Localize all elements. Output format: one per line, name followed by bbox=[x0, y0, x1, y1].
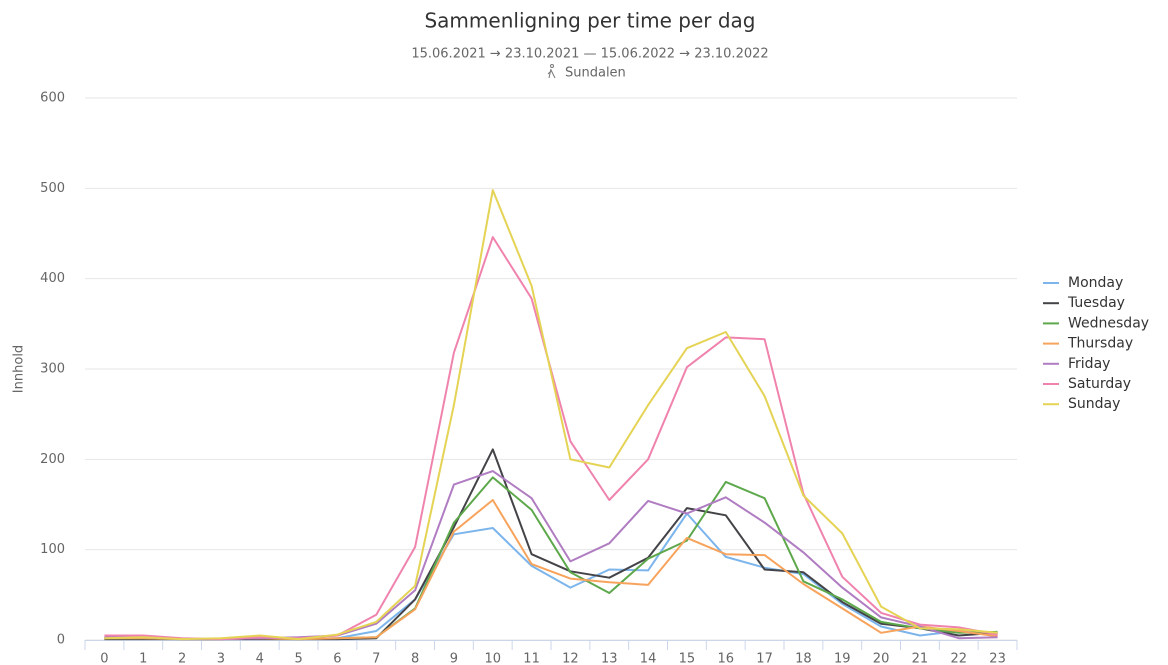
series-line bbox=[104, 499, 998, 641]
y-tick-label: 100 bbox=[40, 542, 65, 557]
series-line bbox=[104, 236, 998, 641]
y-tick-label: 0 bbox=[57, 633, 65, 648]
chart-location: Sundalen bbox=[565, 66, 626, 81]
legend-label: Tuesday bbox=[1067, 295, 1125, 311]
chart-subtitle: 15.06.2021 → 23.10.2021 — 15.06.2022 → 2… bbox=[411, 47, 768, 62]
x-tick-label: 13 bbox=[601, 652, 618, 665]
legend-label: Saturday bbox=[1068, 376, 1131, 392]
x-tick-label: 22 bbox=[950, 652, 967, 665]
y-tick-label: 300 bbox=[40, 362, 65, 377]
hiker-icon bbox=[547, 64, 556, 79]
x-tick-label: 9 bbox=[450, 652, 458, 665]
x-tick-label: 4 bbox=[256, 652, 264, 665]
x-tick-label: 19 bbox=[834, 652, 851, 665]
x-tick-label: 10 bbox=[484, 652, 501, 665]
legend-label: Monday bbox=[1068, 275, 1123, 291]
x-tick-label: 15 bbox=[679, 652, 696, 665]
x-tick-label: 2 bbox=[178, 652, 186, 665]
y-axis-label: Innhold bbox=[12, 345, 27, 393]
y-tick-label: 400 bbox=[40, 271, 65, 286]
x-tick-label: 12 bbox=[562, 652, 579, 665]
series-line bbox=[104, 512, 998, 641]
x-tick-label: 14 bbox=[640, 652, 657, 665]
x-tick-label: 5 bbox=[294, 652, 302, 665]
legend-label: Friday bbox=[1068, 356, 1110, 372]
x-tick-label: 7 bbox=[372, 652, 380, 665]
x-tick-label: 11 bbox=[523, 652, 540, 665]
y-tick-label: 600 bbox=[40, 91, 65, 106]
series-line bbox=[104, 189, 998, 641]
x-tick-label: 21 bbox=[912, 652, 929, 665]
x-tick-label: 3 bbox=[217, 652, 225, 665]
legend-label: Wednesday bbox=[1068, 315, 1149, 331]
legend-label: Sunday bbox=[1068, 396, 1120, 412]
x-tick-label: 20 bbox=[873, 652, 890, 665]
x-tick-label: 23 bbox=[989, 652, 1006, 665]
y-tick-label: 500 bbox=[40, 181, 65, 196]
y-tick-label: 200 bbox=[40, 452, 65, 467]
x-tick-label: 8 bbox=[411, 652, 419, 665]
legend-label: Thursday bbox=[1067, 336, 1133, 352]
x-tick-label: 17 bbox=[756, 652, 773, 665]
x-tick-label: 1 bbox=[139, 652, 147, 665]
x-tick-label: 0 bbox=[100, 652, 108, 665]
x-tick-label: 16 bbox=[717, 652, 734, 665]
x-tick-label: 18 bbox=[795, 652, 812, 665]
x-tick-label: 6 bbox=[333, 652, 341, 665]
chart-title: Sammenligning per time per dag bbox=[424, 9, 755, 33]
